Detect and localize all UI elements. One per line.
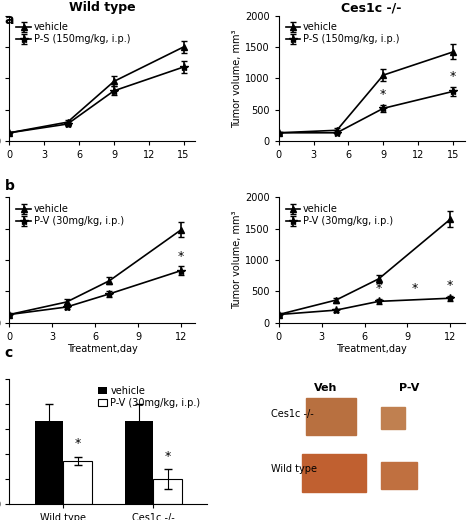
Text: a: a — [5, 13, 14, 27]
Title: Ces1c -/-: Ces1c -/- — [341, 2, 402, 15]
Text: Veh: Veh — [314, 383, 337, 393]
X-axis label: Treatment,day: Treatment,day — [67, 344, 138, 355]
Bar — [154, 479, 182, 504]
Bar — [64, 461, 92, 504]
X-axis label: Treatment,day: Treatment,day — [336, 344, 407, 355]
Y-axis label: Tumor volume, mm³: Tumor volume, mm³ — [232, 211, 242, 309]
Title: Wild type: Wild type — [69, 2, 136, 15]
Bar — [35, 421, 64, 504]
Text: *: * — [411, 282, 418, 295]
Legend: vehicle, P-S (150mg/kg, i.p.): vehicle, P-S (150mg/kg, i.p.) — [14, 20, 132, 46]
Text: P-V: P-V — [399, 383, 419, 393]
Text: *: * — [380, 88, 386, 101]
Legend: vehicle, P-V (30mg/kg, i.p.): vehicle, P-V (30mg/kg, i.p.) — [283, 202, 395, 228]
Text: *: * — [178, 250, 184, 263]
Y-axis label: Tumor volume, mm³: Tumor volume, mm³ — [232, 29, 242, 127]
Text: *: * — [376, 282, 382, 295]
Text: b: b — [5, 179, 15, 193]
Text: *: * — [75, 437, 81, 450]
Text: Wild type: Wild type — [271, 464, 317, 474]
Text: *: * — [450, 70, 456, 83]
Bar — [306, 398, 356, 435]
Bar — [382, 462, 417, 489]
Legend: vehicle, P-V (30mg/kg, i.p.): vehicle, P-V (30mg/kg, i.p.) — [14, 202, 126, 228]
Text: Ces1c -/-: Ces1c -/- — [271, 409, 313, 419]
Text: *: * — [447, 279, 453, 292]
Bar — [302, 454, 365, 492]
Bar — [382, 407, 405, 429]
Legend: vehicle, P-S (150mg/kg, i.p.): vehicle, P-S (150mg/kg, i.p.) — [283, 20, 401, 46]
Legend: vehicle, P-V (30mg/kg, i.p.): vehicle, P-V (30mg/kg, i.p.) — [96, 384, 202, 410]
Text: c: c — [5, 346, 13, 360]
Text: *: * — [164, 450, 171, 463]
Bar — [125, 421, 154, 504]
